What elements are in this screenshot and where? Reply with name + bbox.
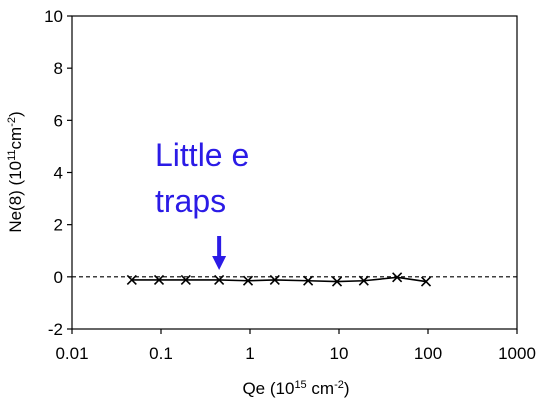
- data-point: [214, 274, 225, 286]
- y-axis-ticks: -2 0 2 4 6 8 10: [44, 7, 72, 339]
- data-series: [126, 272, 432, 287]
- data-point: [242, 275, 254, 286]
- series-line: [131, 276, 427, 283]
- y-tick-label: 6: [54, 111, 63, 130]
- annotation-line-2: traps: [155, 183, 226, 219]
- x-tick-label: 0.01: [55, 344, 88, 363]
- data-point: [153, 274, 165, 286]
- y-tick-label: 10: [44, 7, 63, 26]
- data-point: [303, 275, 314, 286]
- plot-area-frame: [71, 15, 518, 330]
- y-tick-label: 4: [54, 164, 63, 183]
- x-marker-stroke: [214, 274, 225, 286]
- y-tick-label: 0: [54, 268, 63, 287]
- x-axis-ticks: 0.01 0.1 1 10 100 1000: [55, 329, 536, 363]
- x-tick-label: 1000: [498, 344, 536, 363]
- y-tick-label: -2: [48, 320, 63, 339]
- x-tick-label: 100: [414, 344, 442, 363]
- x-marker-stroke: [126, 274, 137, 286]
- x-marker-stroke: [303, 275, 314, 286]
- x-tick-label: 1: [245, 344, 254, 363]
- y-tick-label: 8: [54, 59, 63, 78]
- x-tick-label: 10: [330, 344, 349, 363]
- x-marker-stroke: [242, 275, 254, 286]
- data-point: [392, 272, 403, 283]
- x-marker-stroke: [153, 274, 165, 286]
- x-axis-title: Qe (1015 cm-2): [242, 379, 349, 398]
- x-marker-stroke: [420, 276, 432, 287]
- data-point: [126, 274, 137, 286]
- annotation-line-1: Little e: [155, 137, 249, 173]
- y-tick-label: 2: [54, 216, 63, 235]
- x-marker-stroke: [331, 276, 343, 287]
- arrow-head: [212, 256, 227, 270]
- data-point: [420, 276, 432, 287]
- data-point: [331, 276, 343, 287]
- x-marker-stroke: [392, 272, 403, 283]
- data-point: [269, 274, 280, 286]
- x-marker-stroke: [269, 274, 280, 286]
- x-marker-stroke: [180, 274, 191, 286]
- y-axis-title: Ne(8) (1011cm-2): [6, 111, 25, 232]
- x-tick-label: 0.1: [149, 344, 173, 363]
- data-point: [180, 274, 191, 286]
- x-marker-stroke: [358, 275, 369, 286]
- annotation-arrow: [212, 236, 227, 270]
- data-point: [358, 275, 369, 286]
